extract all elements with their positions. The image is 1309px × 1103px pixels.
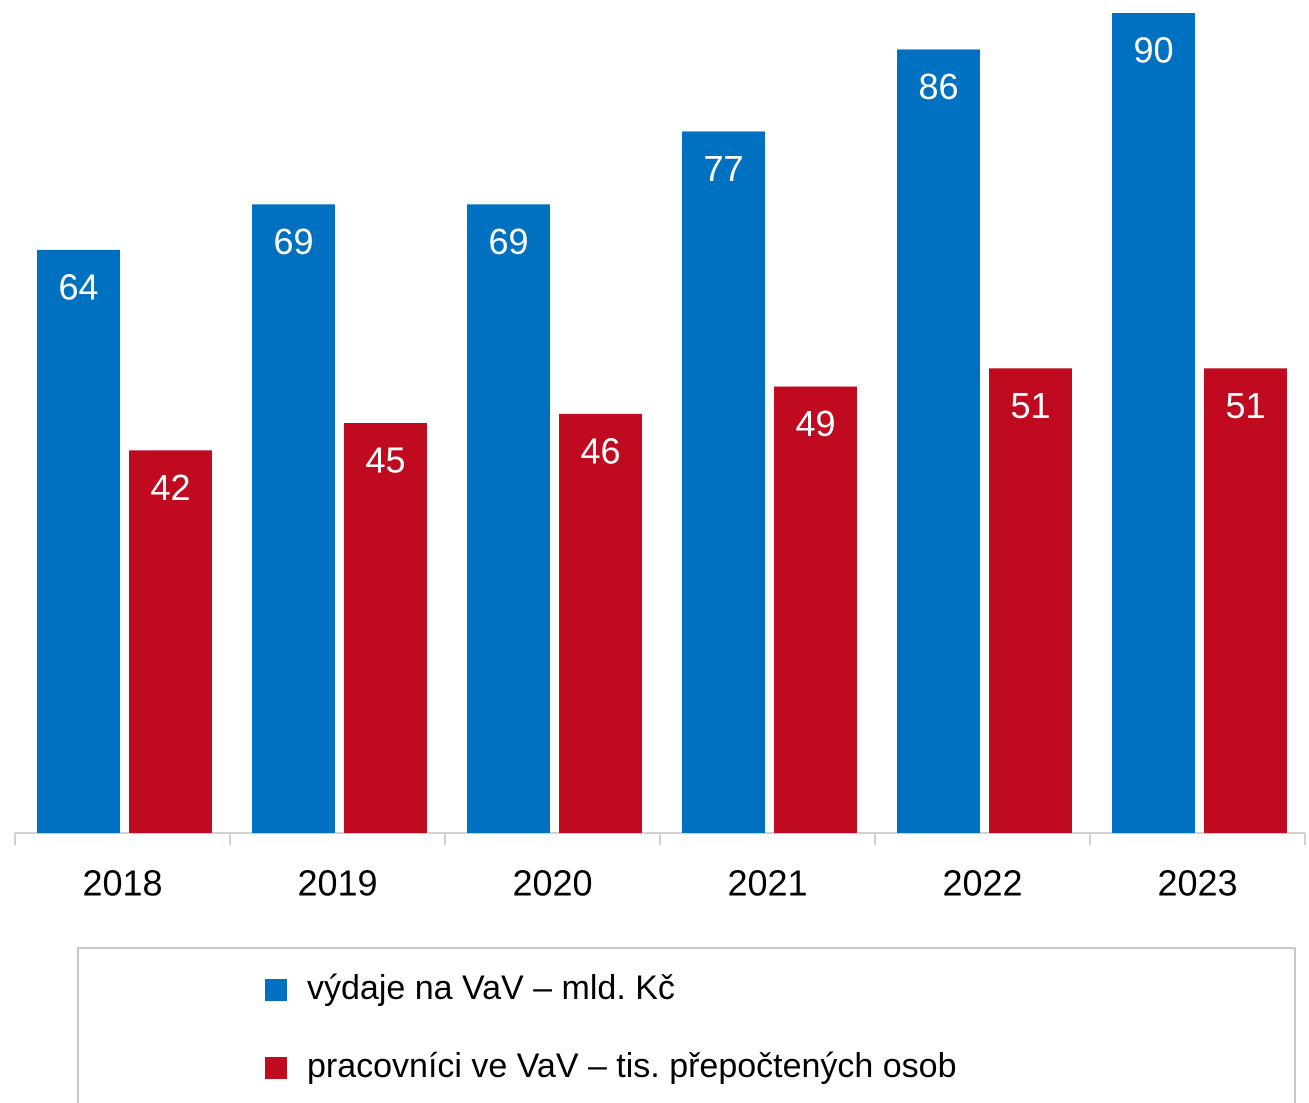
x-tick-label: 2023 [1157,863,1237,904]
bar [682,131,765,833]
legend-swatch [265,1057,287,1079]
x-tick-label: 2022 [942,863,1022,904]
bar [37,249,120,833]
bar [344,423,427,833]
data-label: 51 [1010,385,1050,426]
bar [1204,368,1287,833]
x-tick-label: 2020 [512,863,592,904]
data-label: 51 [1225,385,1265,426]
bar [252,204,335,834]
bar [897,49,980,833]
bar [1112,13,1195,833]
data-label: 42 [150,467,190,508]
data-label: 64 [58,266,98,307]
data-label: 90 [1133,30,1173,71]
data-label: 46 [580,430,620,471]
legend-label: pracovníci ve VaV – tis. přepočtených os… [307,1047,957,1085]
bar [129,450,212,833]
data-label: 77 [703,148,743,189]
data-label: 69 [488,221,528,262]
x-tick-label: 2019 [297,863,377,904]
bar [774,386,857,833]
data-label: 86 [918,66,958,107]
data-label: 49 [795,403,835,444]
bar [989,368,1072,833]
legend-label: výdaje na VaV – mld. Kč [307,969,675,1007]
x-tick-label: 2018 [82,863,162,904]
bar [559,413,642,833]
x-tick-label: 2021 [727,863,807,904]
data-label: 69 [273,221,313,262]
bar [467,204,550,834]
legend-swatch [265,979,287,1001]
data-label: 45 [365,440,405,481]
